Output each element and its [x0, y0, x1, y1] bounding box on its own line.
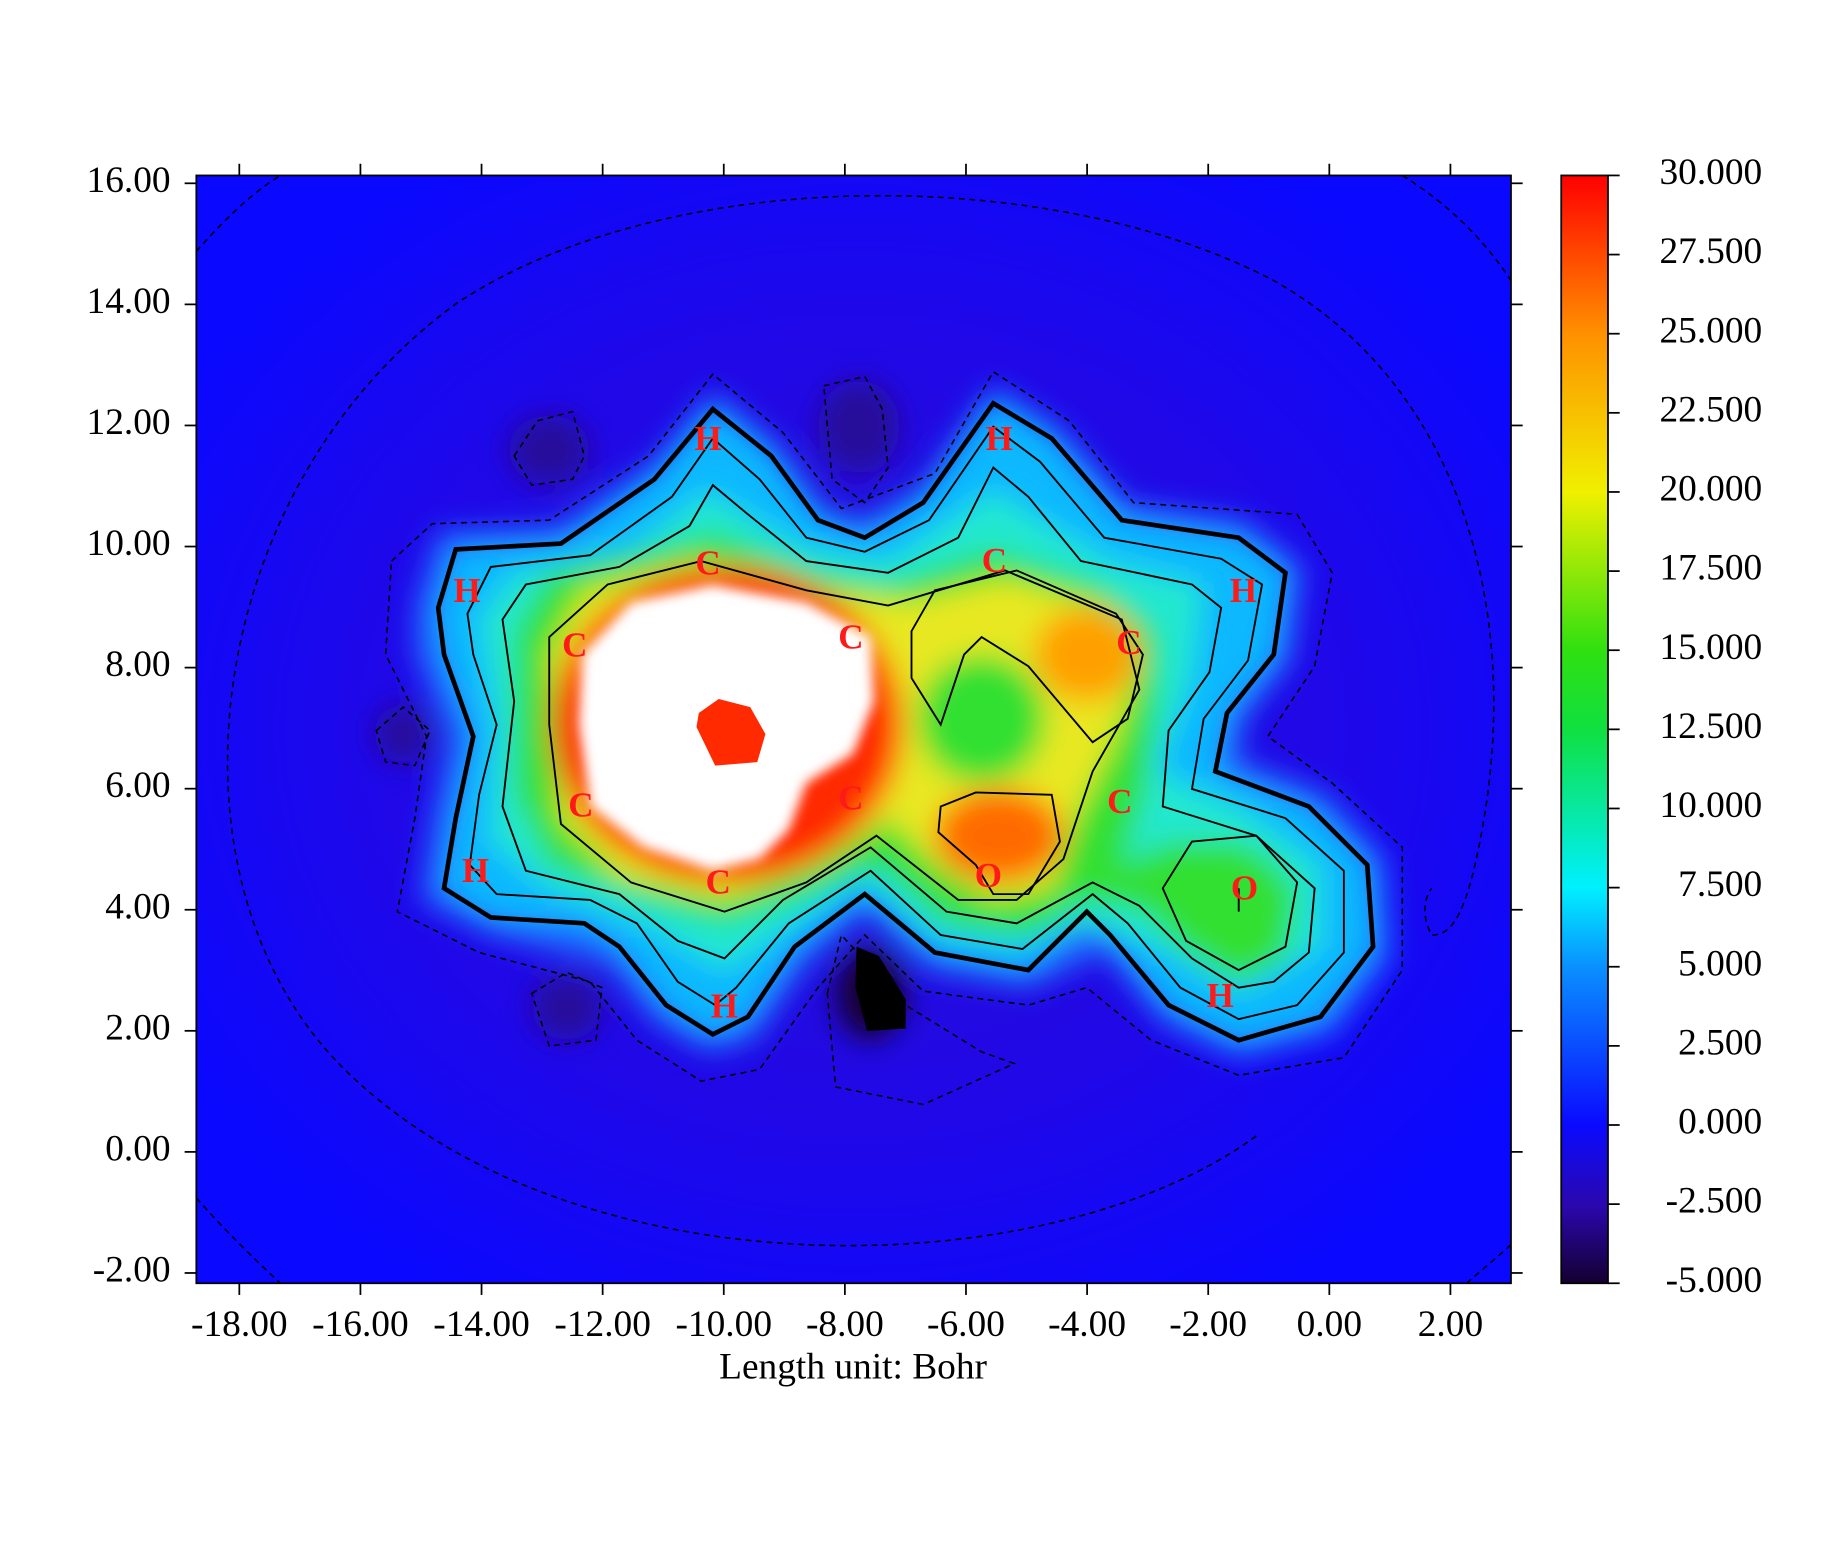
field: H H C C H H C C C C C C H O O C H H [196, 175, 1511, 1284]
atom-label: C [568, 786, 593, 825]
atom-labels: H H C C H H C C C C C C H O O C H H [453, 419, 1258, 1026]
colorbar-tick-label: 15.000 [1659, 627, 1762, 668]
y-tick-label: 2.00 [105, 1007, 170, 1048]
x-tick-label: -18.00 [191, 1304, 288, 1345]
x-tick-label: -4.00 [1048, 1304, 1126, 1345]
colorbar-tick-label: 5.000 [1678, 943, 1762, 984]
x-tick-label: 0.00 [1297, 1304, 1362, 1345]
colorbar-tick-label: 25.000 [1659, 310, 1762, 351]
dashed-contours [196, 175, 1511, 1284]
colorbar-tick-label: 10.000 [1659, 785, 1762, 826]
atom-label: C [706, 863, 731, 902]
atom-label: H [1230, 571, 1257, 610]
y-tick-label: 10.00 [87, 523, 171, 564]
contour-lines [435, 400, 1376, 1043]
minimum-region [855, 946, 906, 1031]
y-tick-label: 6.00 [105, 765, 170, 806]
atom-label: H [453, 571, 480, 610]
atom-label: O [975, 856, 1002, 895]
x-tick-label: -16.00 [312, 1304, 409, 1345]
x-axis-label: Length unit: Bohr [719, 1346, 987, 1387]
y-tick-label: 14.00 [87, 281, 171, 322]
colorbar-tick-label: 20.000 [1659, 469, 1762, 510]
colorbar-tick-label: 22.500 [1659, 389, 1762, 430]
x-tick-label: 2.00 [1418, 1304, 1483, 1345]
colorbar-tick-label: 17.500 [1659, 548, 1762, 589]
y-tick-label: 12.00 [87, 402, 171, 443]
atom-label: C [982, 541, 1007, 580]
x-tick-label: -8.00 [806, 1304, 884, 1345]
atom-label: O [1231, 869, 1258, 908]
y-tick-label: 0.00 [105, 1128, 170, 1169]
x-tick-label: -10.00 [675, 1304, 772, 1345]
atom-label: C [695, 544, 720, 583]
colorbar-tick-label: 2.500 [1678, 1022, 1762, 1063]
colorbar-tick-label: 7.500 [1678, 864, 1762, 905]
nucleus-peak [696, 698, 766, 766]
plot-frame [195, 174, 1512, 1285]
y-tick-label: -2.00 [93, 1250, 171, 1291]
atom-label: C [1107, 782, 1132, 821]
atom-label: H [1207, 976, 1234, 1015]
atom-label: C [1116, 623, 1141, 662]
atom-label: H [462, 851, 489, 890]
colorbar-tick-label: 12.500 [1659, 706, 1762, 747]
colorbar [1560, 174, 1609, 1285]
y-tick-label: 4.00 [105, 886, 170, 927]
axes: -18.00 -16.00 -14.00 -12.00 -10.00 -8.00 -6.00… [87, 152, 1763, 1345]
colorbar-tick-label: -2.500 [1666, 1181, 1763, 1222]
colorbar-tick-label: 27.500 [1659, 231, 1762, 272]
colorbar-tick-label: -5.000 [1666, 1260, 1763, 1301]
x-tick-label: -2.00 [1169, 1304, 1247, 1345]
colorbar-tick-label: 0.000 [1678, 1102, 1762, 1143]
colorbar-tick-label: 30.000 [1659, 152, 1762, 193]
atom-label: H [711, 987, 738, 1026]
y-tick-label: 16.00 [87, 160, 171, 201]
atom-label: H [694, 419, 721, 458]
atom-label: C [838, 617, 863, 656]
x-tick-label: -14.00 [433, 1304, 530, 1345]
x-tick-label: -6.00 [927, 1304, 1005, 1345]
atom-label: C [838, 778, 863, 817]
x-tick-label: -12.00 [554, 1304, 651, 1345]
y-tick-label: 8.00 [105, 644, 170, 685]
atom-label: H [986, 419, 1013, 458]
atom-label: C [562, 625, 587, 664]
